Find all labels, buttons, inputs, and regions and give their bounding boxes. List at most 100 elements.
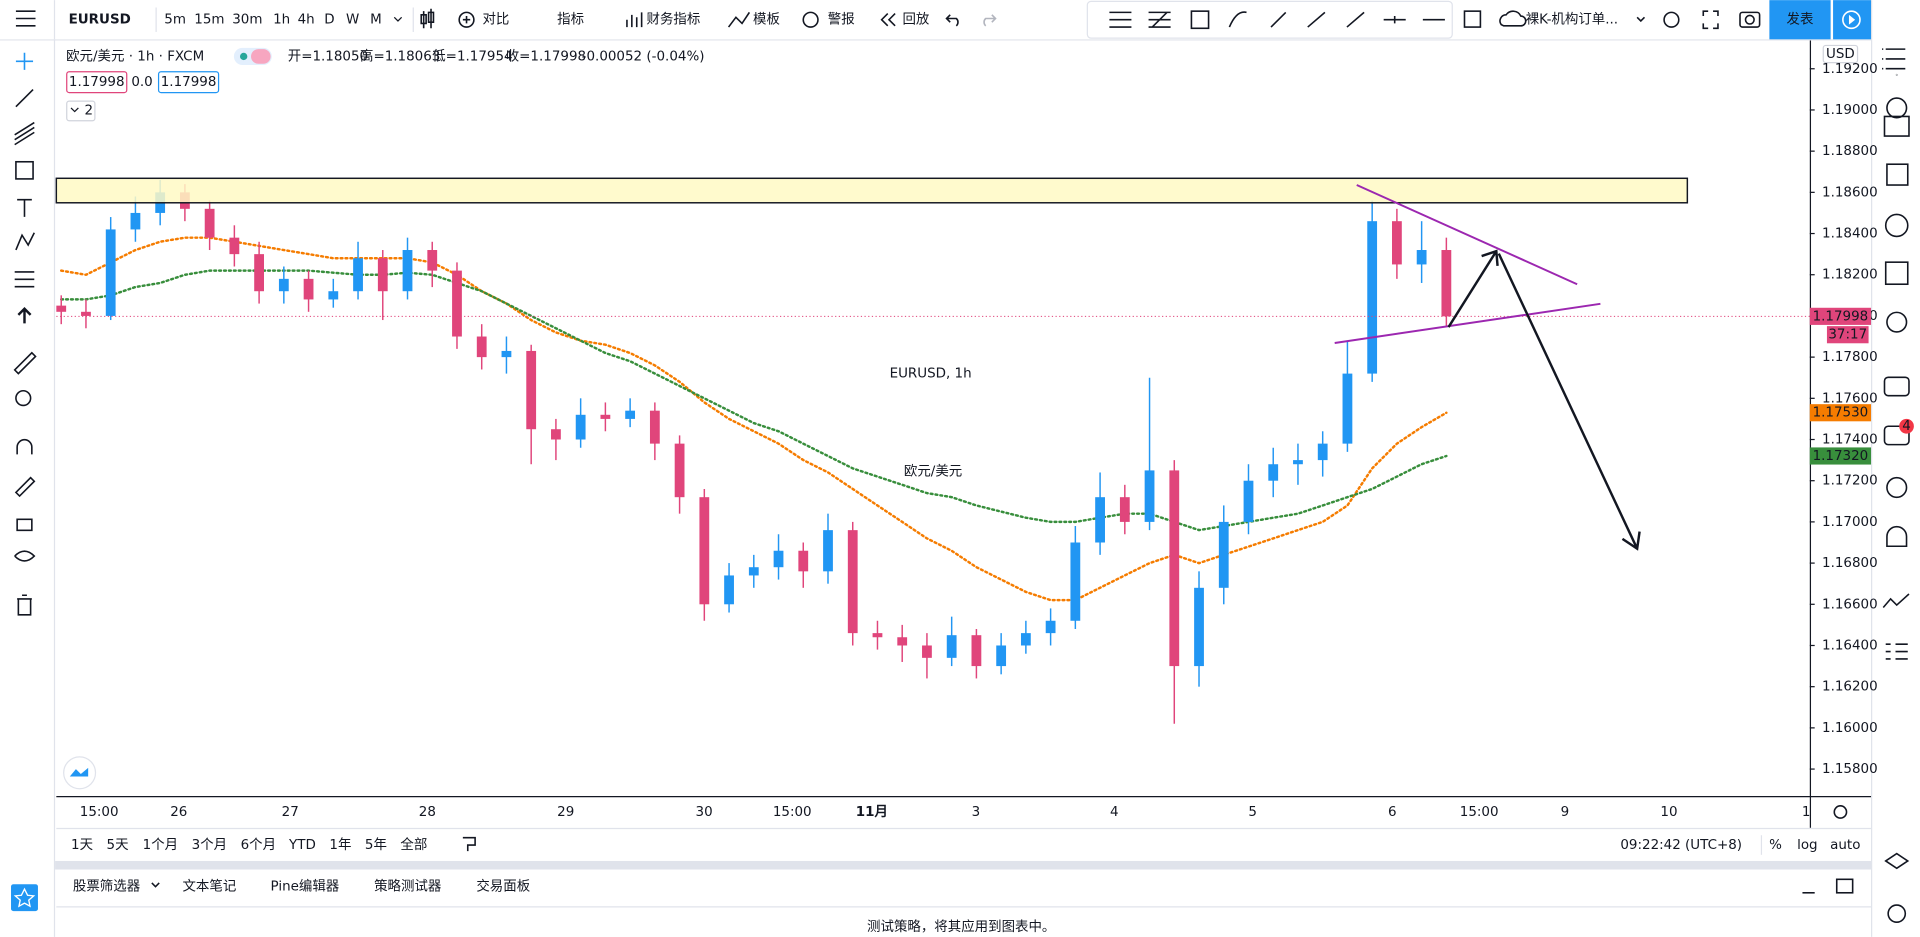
notifications-icon[interactable] — [1886, 525, 1908, 548]
interval[interactable]: 5m — [164, 13, 186, 28]
calendar-icon[interactable] — [1884, 261, 1909, 286]
order-panel-icon[interactable] — [1885, 643, 1908, 660]
range-button[interactable]: 5天 — [107, 838, 129, 853]
zoom-tool[interactable] — [15, 389, 32, 407]
draw-tool[interactable] — [1148, 11, 1171, 28]
shapes-tool[interactable] — [15, 160, 34, 180]
range-button[interactable]: 1个月 — [143, 837, 178, 853]
panel-tab[interactable]: Pine编辑器 — [271, 879, 340, 895]
watchlist-icon[interactable] — [1882, 48, 1906, 70]
axis-settings-icon[interactable] — [1833, 805, 1848, 819]
toolbar-button[interactable]: 对比 — [482, 12, 509, 28]
bid-box[interactable] — [66, 71, 128, 94]
percent-toggle[interactable]: % — [1769, 838, 1782, 853]
zone-rectangle[interactable] — [55, 177, 1689, 204]
publish-button[interactable] — [1769, 0, 1831, 40]
range-button[interactable]: 全部 — [400, 836, 427, 853]
settings-icon[interactable] — [1663, 11, 1680, 28]
range-button[interactable]: 3个月 — [192, 837, 227, 853]
compare-icon[interactable] — [458, 11, 475, 28]
news-icon[interactable] — [1883, 115, 1910, 137]
candle-type-icon[interactable] — [420, 8, 435, 29]
layers-icon[interactable] — [1884, 852, 1910, 870]
triangle-lower-line[interactable] — [1334, 302, 1601, 344]
draw-tool[interactable] — [1190, 10, 1210, 30]
toolbar-button[interactable]: 模板 — [753, 12, 780, 28]
panel-tab[interactable]: 文本笔记 — [182, 879, 236, 895]
triangle-upper-line[interactable] — [1356, 184, 1578, 286]
lock-tool[interactable] — [16, 518, 33, 532]
chat-icon[interactable] — [1883, 376, 1910, 397]
tab-chevron[interactable] — [151, 882, 160, 888]
magnet-tool[interactable] — [16, 439, 33, 455]
undo-icon[interactable] — [945, 14, 959, 27]
draw-tool[interactable] — [1307, 11, 1326, 28]
draw-tool[interactable] — [1109, 11, 1132, 28]
range-button[interactable]: 5年 — [365, 837, 387, 853]
draw-tool[interactable] — [1270, 11, 1287, 28]
range-button[interactable]: 1天 — [71, 838, 93, 853]
help-icon[interactable] — [1887, 904, 1907, 923]
toolbar-button[interactable]: 警报 — [828, 12, 855, 28]
ask-box[interactable] — [157, 71, 220, 94]
range-button[interactable]: 6个月 — [241, 837, 276, 853]
interval[interactable]: M — [370, 13, 382, 28]
fib-tool[interactable] — [14, 121, 35, 146]
alert-icon[interactable] — [802, 11, 819, 28]
snapshot-icon[interactable] — [1739, 11, 1761, 28]
redo-icon[interactable] — [983, 14, 997, 27]
ruler-tool[interactable] — [13, 351, 37, 375]
text-tool[interactable] — [17, 198, 32, 217]
watchlist-star-button[interactable] — [11, 884, 38, 912]
crosshair-tool[interactable] — [15, 52, 34, 70]
draw-tool[interactable] — [1228, 11, 1247, 28]
ideas-icon[interactable] — [1886, 311, 1908, 333]
visibility-tool[interactable] — [14, 550, 36, 562]
templates-icon[interactable] — [727, 11, 751, 28]
replay-icon[interactable] — [880, 13, 896, 27]
toolbar-button[interactable]: 财务指标 — [647, 12, 701, 28]
toolbar-button[interactable]: 回放 — [902, 12, 929, 28]
dom-icon[interactable] — [1882, 593, 1910, 608]
interval-chevron[interactable] — [393, 16, 403, 22]
auto-toggle[interactable]: auto — [1830, 838, 1860, 853]
data-window-icon[interactable] — [1886, 163, 1909, 186]
hotlist-icon[interactable] — [1884, 213, 1909, 238]
interval[interactable]: D — [324, 13, 334, 28]
maximize-icon[interactable] — [1835, 878, 1854, 894]
trash-tool[interactable] — [17, 594, 32, 616]
toolbar-button[interactable]: 指标 — [557, 12, 584, 28]
trendline-tool[interactable] — [15, 88, 34, 108]
financials-icon[interactable] — [626, 12, 643, 28]
interval[interactable]: 30m — [232, 13, 262, 28]
arrow-down[interactable] — [1497, 253, 1641, 551]
collapse-box[interactable] — [66, 100, 96, 122]
interval[interactable]: 1h — [273, 13, 290, 28]
stay-draw-tool[interactable] — [14, 476, 36, 498]
log-toggle[interactable]: log — [1797, 838, 1818, 853]
ask-price[interactable]: 1.17998 — [161, 75, 217, 90]
layout-chevron[interactable] — [1636, 16, 1646, 23]
prediction-tool[interactable] — [14, 271, 35, 288]
interval[interactable]: 4h — [298, 13, 315, 28]
chats-icon[interactable] — [1883, 425, 1910, 446]
symbol[interactable]: EURUSD — [69, 13, 131, 28]
panel-tab[interactable]: 股票筛选器 — [73, 879, 141, 895]
draw-tool[interactable] — [1346, 11, 1365, 28]
goto-date-icon[interactable] — [462, 836, 476, 852]
range-button[interactable]: YTD — [288, 838, 316, 853]
draw-tool[interactable] — [1383, 16, 1406, 24]
interval[interactable]: W — [346, 13, 359, 28]
arrow-up[interactable] — [1447, 249, 1499, 328]
cloud-icon[interactable] — [1499, 10, 1527, 27]
alerts-icon[interactable] — [1886, 97, 1908, 119]
layout-name[interactable]: 裸K-机构订单... — [1526, 12, 1618, 28]
fullscreen-icon[interactable] — [1702, 10, 1719, 30]
menu-icon[interactable] — [15, 10, 36, 27]
icons-tool[interactable] — [17, 306, 32, 324]
range-button[interactable]: 1年 — [329, 837, 351, 853]
panel-tab[interactable]: 策略测试器 — [374, 878, 442, 895]
pattern-tool[interactable] — [15, 232, 35, 251]
rect-icon[interactable] — [1463, 10, 1482, 28]
streams-icon[interactable] — [1886, 476, 1908, 499]
